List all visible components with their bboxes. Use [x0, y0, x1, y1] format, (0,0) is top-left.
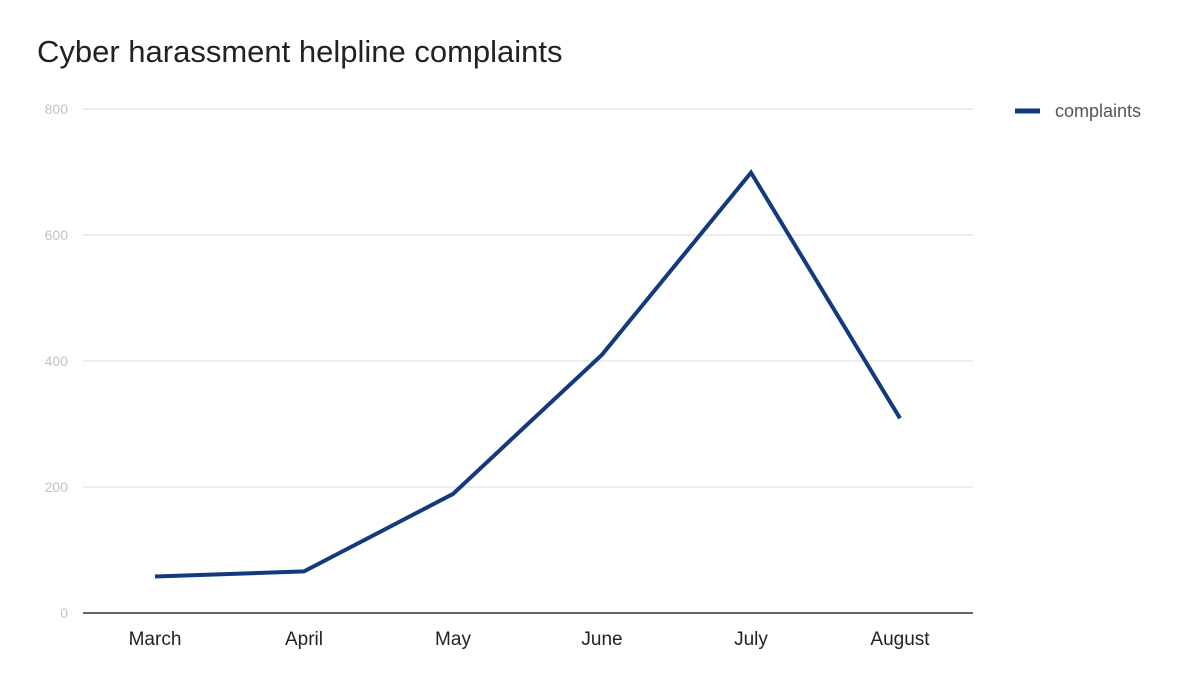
data-point[interactable]: [302, 569, 306, 573]
y-axis-ticks: 0 200 400 600 800: [45, 101, 69, 621]
y-tick-label: 200: [45, 479, 69, 495]
data-point[interactable]: [451, 492, 455, 496]
y-tick-label: 0: [60, 605, 68, 621]
data-point[interactable]: [153, 574, 157, 578]
chart-title: Cyber harassment helpline complaints: [37, 34, 563, 69]
x-tick-label: July: [734, 629, 768, 650]
data-point[interactable]: [600, 353, 604, 357]
y-tick-label: 600: [45, 227, 69, 243]
y-tick-label: 800: [45, 101, 69, 117]
x-tick-label: May: [435, 629, 471, 650]
x-tick-label: June: [581, 629, 622, 650]
series-line-complaints: [154, 169, 902, 579]
x-tick-label: March: [129, 629, 182, 650]
x-tick-label: April: [285, 629, 323, 650]
series-layer: [153, 169, 902, 579]
x-tick-label: August: [870, 629, 930, 650]
grid-layer: [83, 108, 973, 614]
data-point[interactable]: [749, 171, 753, 175]
x-axis-ticks: March April May June July August: [129, 629, 931, 650]
y-tick-label: 400: [45, 353, 69, 369]
data-point[interactable]: [898, 416, 902, 420]
legend[interactable]: complaints: [1015, 101, 1141, 121]
legend-label: complaints: [1055, 101, 1141, 121]
